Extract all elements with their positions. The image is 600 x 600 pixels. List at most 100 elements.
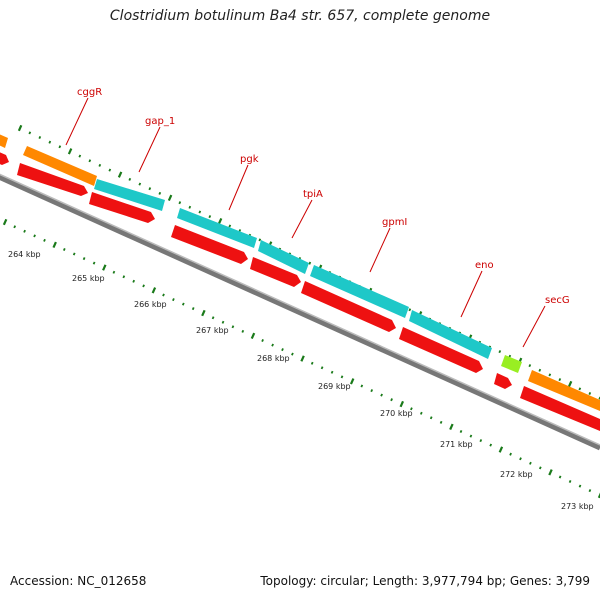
- inner-tick: [509, 452, 512, 456]
- cds-arrow[interactable]: [0, 148, 9, 165]
- cyan-feature-gpmI[interactable]: [310, 265, 409, 318]
- inner-tick: [191, 307, 195, 311]
- cyan-feature-gap[interactable]: [94, 179, 165, 211]
- inner-tick: [459, 429, 463, 433]
- ruler-label-271: 271 kbp: [440, 440, 473, 449]
- cyan-feature-eno[interactable]: [409, 310, 492, 359]
- ruler-label-264: 264 kbp: [8, 250, 41, 259]
- outer-tick: [48, 140, 52, 144]
- inner-tick: [281, 348, 284, 352]
- inner-tick: [340, 375, 344, 379]
- inner-tick: [429, 416, 433, 420]
- cds-arrow-tpiA[interactable]: [250, 257, 301, 287]
- inner-tick: [399, 400, 405, 408]
- inner-tick: [2, 218, 8, 226]
- gene-labels: cggR gap_1 pgk tpiA gpmI eno secG: [77, 87, 570, 306]
- cds-arrow-right[interactable]: [520, 386, 600, 431]
- inner-tick: [231, 325, 235, 329]
- gene-label-tpiA[interactable]: tpiA: [303, 189, 323, 200]
- cds-arrow-secG[interactable]: [494, 373, 512, 389]
- outer-tick: [308, 261, 312, 265]
- inner-tick: [162, 293, 165, 297]
- gene-label-pgk[interactable]: pgk: [240, 154, 259, 165]
- cds-arrow-eno[interactable]: [399, 327, 483, 373]
- inner-tick: [370, 389, 374, 393]
- inner-tick: [310, 361, 314, 365]
- gene-label-secG[interactable]: secG: [545, 295, 570, 306]
- inner-tick: [529, 461, 532, 465]
- leader-pgk: [228, 164, 249, 211]
- inner-tick: [498, 446, 504, 453]
- outer-tick: [578, 387, 582, 391]
- inner-tick: [568, 479, 572, 483]
- inner-tick: [349, 378, 355, 385]
- outer-tick: [528, 364, 532, 368]
- outer-tick: [98, 163, 102, 167]
- inner-tick: [13, 225, 17, 229]
- leader-cggR: [65, 97, 89, 146]
- inner-tick: [72, 252, 76, 256]
- outer-tick: [498, 350, 502, 354]
- genome-backbone: [0, 174, 600, 451]
- inner-tick: [271, 343, 274, 347]
- ruler-label-270: 270 kbp: [380, 409, 413, 418]
- leader-gap: [138, 126, 161, 173]
- inner-tick: [588, 489, 592, 493]
- inner-tick: [23, 229, 26, 233]
- inner-tick: [419, 411, 423, 415]
- gene-label-cggR[interactable]: cggR: [77, 87, 102, 98]
- outer-tick: [178, 201, 182, 205]
- outer-tick: [108, 168, 112, 172]
- inner-tick: [62, 247, 66, 251]
- genome-title: Clostridium botulinum Ba4 str. 657, comp…: [109, 8, 491, 24]
- inner-tick: [43, 238, 46, 242]
- inner-tick: [410, 407, 413, 411]
- orange-feature-right[interactable]: [528, 370, 600, 411]
- inner-tick: [439, 420, 443, 424]
- inner-ticks: [2, 218, 600, 499]
- outer-tick: [148, 187, 152, 191]
- outer-tick: [408, 308, 412, 312]
- outer-tick: [88, 159, 92, 163]
- inner-tick: [519, 457, 522, 461]
- outer-tick: [78, 154, 82, 158]
- inner-tick: [291, 352, 294, 356]
- outer-tick: [258, 238, 262, 242]
- inner-tick: [211, 316, 215, 320]
- cyan-feature-pgk[interactable]: [177, 208, 257, 248]
- cds-arrow-cggR[interactable]: [17, 163, 88, 196]
- genome-backbone-highlight: [0, 173, 600, 446]
- gene-label-eno[interactable]: eno: [475, 260, 494, 271]
- inner-tick: [92, 261, 96, 265]
- orange-feature[interactable]: [0, 130, 8, 148]
- inner-tick: [538, 466, 542, 470]
- orange-feature-cggR[interactable]: [23, 146, 97, 186]
- inner-tick: [449, 423, 454, 431]
- cds-arrow-pgk[interactable]: [171, 225, 248, 264]
- inner-tick: [52, 241, 57, 249]
- outer-tick: [38, 135, 42, 139]
- outer-tick: [28, 131, 32, 135]
- ruler-label-268: 268 kbp: [257, 354, 290, 363]
- outer-tick: [58, 145, 62, 149]
- gene-label-gap_1[interactable]: gap_1: [145, 116, 175, 127]
- cds-arrow-gap[interactable]: [89, 192, 155, 223]
- leader-eno: [460, 270, 483, 318]
- inner-tick: [181, 302, 185, 306]
- ruler-label-269: 269 kbp: [318, 382, 351, 391]
- outer-tick: [167, 194, 173, 202]
- topology-text: Topology: circular; Length: 3,977,794 bp…: [260, 574, 590, 588]
- inner-tick: [548, 469, 553, 476]
- cyan-feature-tpiA[interactable]: [258, 240, 309, 274]
- inner-tick: [142, 284, 145, 288]
- ruler-label-265: 265 kbp: [72, 274, 105, 283]
- inner-tick: [597, 491, 600, 499]
- ruler-label-267: 267 kbp: [196, 326, 229, 335]
- gene-label-gpmI[interactable]: gpmI: [382, 217, 407, 228]
- cds-arrow-gpmI[interactable]: [301, 281, 396, 332]
- inner-tick: [250, 332, 256, 340]
- inner-tick: [201, 309, 206, 317]
- lime-feature-secG[interactable]: [501, 355, 522, 373]
- inner-tick: [33, 234, 36, 238]
